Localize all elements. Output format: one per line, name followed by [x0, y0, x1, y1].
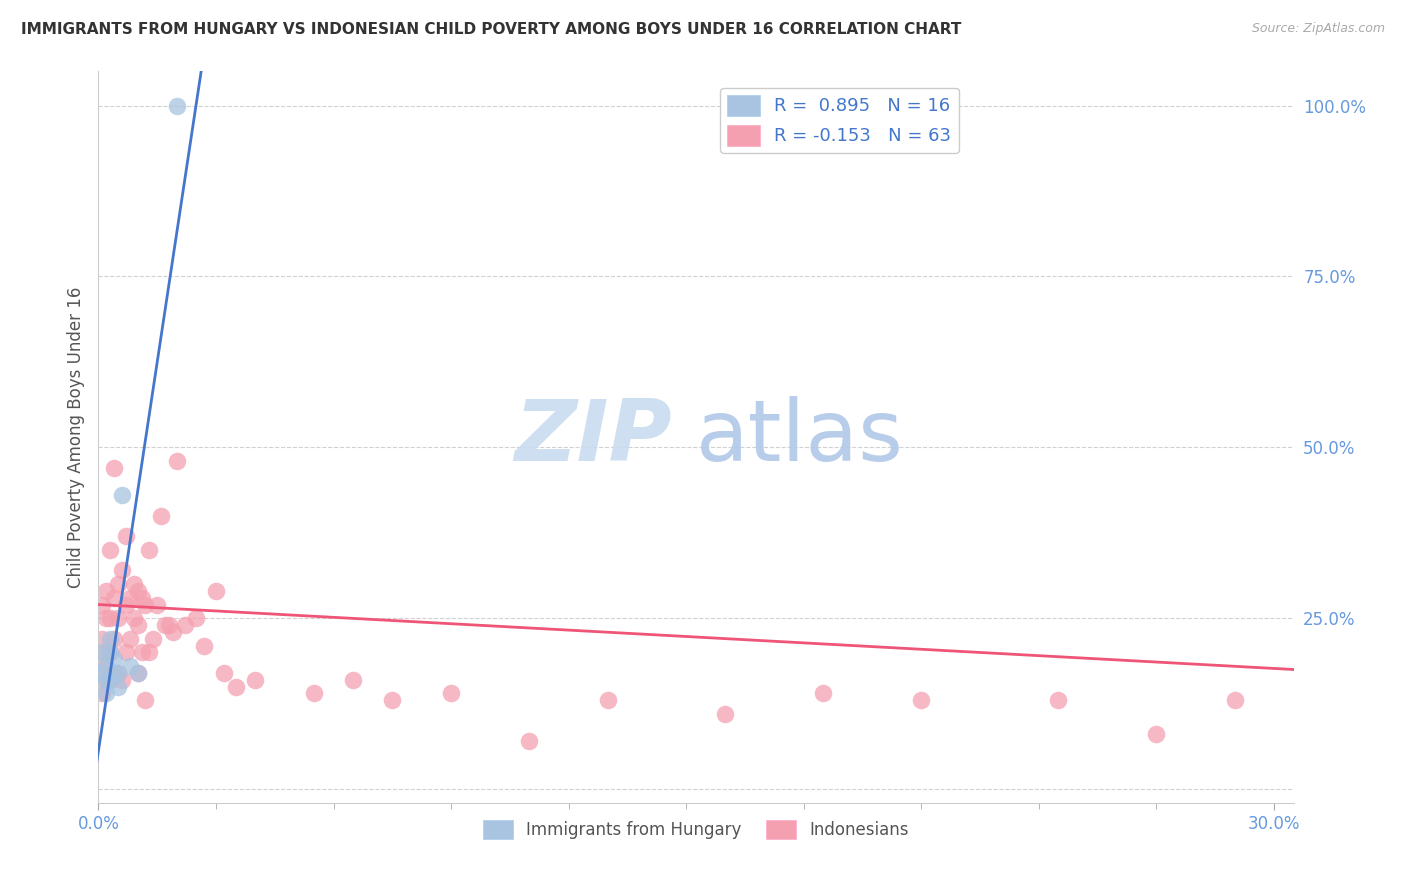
Point: [134, 693, 156, 707]
Point: [103, 632, 125, 646]
Point: [96, 645, 118, 659]
Point: [103, 665, 125, 680]
Point: [91, 632, 114, 646]
Point: [98, 611, 121, 625]
Point: [96, 583, 118, 598]
Point: [186, 611, 208, 625]
Point: [91, 645, 114, 659]
Point: [173, 618, 195, 632]
Point: [107, 577, 129, 591]
Point: [96, 659, 118, 673]
Point: [115, 598, 138, 612]
Point: [115, 645, 138, 659]
Point: [103, 591, 125, 605]
Point: [115, 529, 138, 543]
Point: [98, 673, 121, 687]
Point: [440, 686, 463, 700]
Point: [111, 673, 134, 687]
Point: [98, 673, 121, 687]
Point: [127, 665, 149, 680]
Point: [103, 665, 125, 680]
Legend: Immigrants from Hungary, Indonesians: Immigrants from Hungary, Indonesians: [477, 814, 915, 846]
Point: [103, 652, 125, 666]
Point: [157, 618, 180, 632]
Text: IMMIGRANTS FROM HUNGARY VS INDONESIAN CHILD POVERTY AMONG BOYS UNDER 16 CORRELAT: IMMIGRANTS FROM HUNGARY VS INDONESIAN CH…: [21, 22, 962, 37]
Point: [127, 618, 149, 632]
Point: [107, 680, 129, 694]
Point: [111, 488, 134, 502]
Point: [98, 645, 121, 659]
Point: [205, 583, 228, 598]
Point: [212, 665, 235, 680]
Point: [107, 611, 129, 625]
Point: [1144, 727, 1167, 741]
Point: [162, 624, 184, 639]
Point: [596, 693, 619, 707]
Point: [166, 454, 188, 468]
Point: [150, 508, 173, 523]
Point: [1223, 693, 1246, 707]
Point: [98, 632, 121, 646]
Point: [96, 673, 118, 687]
Point: [107, 665, 129, 680]
Point: [910, 693, 932, 707]
Text: atlas: atlas: [696, 395, 904, 479]
Point: [91, 665, 114, 680]
Point: [127, 583, 149, 598]
Point: [153, 618, 176, 632]
Point: [302, 686, 325, 700]
Point: [146, 598, 169, 612]
Point: [813, 686, 835, 700]
Text: Source: ZipAtlas.com: Source: ZipAtlas.com: [1251, 22, 1385, 36]
Point: [118, 591, 141, 605]
Point: [381, 693, 404, 707]
Point: [193, 639, 215, 653]
Point: [138, 542, 160, 557]
Point: [107, 665, 129, 680]
Point: [91, 598, 114, 612]
Point: [131, 591, 153, 605]
Text: ZIP: ZIP: [515, 395, 672, 479]
Point: [96, 673, 118, 687]
Point: [96, 611, 118, 625]
Point: [118, 632, 141, 646]
Point: [91, 659, 114, 673]
Point: [142, 632, 165, 646]
Point: [134, 598, 156, 612]
Point: [166, 98, 188, 112]
Point: [342, 673, 364, 687]
Point: [1047, 693, 1070, 707]
Point: [96, 686, 118, 700]
Point: [138, 645, 160, 659]
Point: [127, 665, 149, 680]
Point: [122, 611, 145, 625]
Point: [519, 734, 541, 748]
Point: [225, 680, 247, 694]
Point: [103, 460, 125, 475]
Point: [111, 563, 134, 577]
Point: [122, 577, 145, 591]
Point: [714, 706, 737, 721]
Y-axis label: Child Poverty Among Boys Under 16: Child Poverty Among Boys Under 16: [66, 286, 84, 588]
Point: [118, 659, 141, 673]
Point: [243, 673, 266, 687]
Point: [98, 645, 121, 659]
Point: [131, 645, 153, 659]
Point: [91, 686, 114, 700]
Point: [98, 542, 121, 557]
